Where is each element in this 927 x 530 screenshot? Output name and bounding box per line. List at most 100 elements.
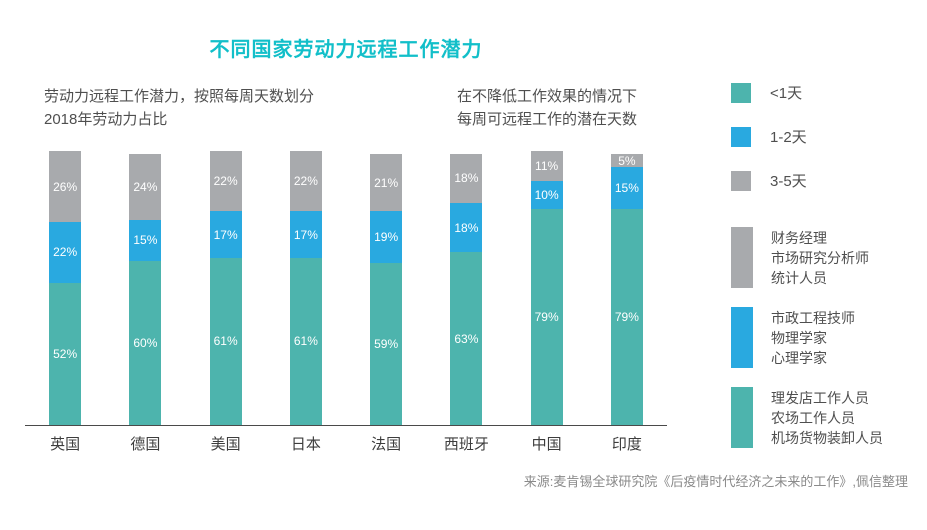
bar-column: 5% 15% 79% (587, 151, 667, 425)
stacked-bar: 21% 19% 59% (370, 153, 403, 425)
segment-value-label: 22% (293, 174, 318, 189)
right-axis-subtitle: 在不降低工作效果的情况下 每周可远程工作的潜在天数 (457, 85, 637, 131)
occupation-line: 物理学家 (771, 329, 827, 346)
chart-title: 不同国家劳动力远程工作潜力 (209, 39, 483, 61)
bar-segment: 24% (129, 153, 162, 220)
occupation-legend-lines: 理发店工作人员 农场工作人员机场货物装卸人员 (771, 388, 883, 448)
segment-value-label: 24% (133, 179, 158, 194)
stacked-bar: 5% 15% 79% (610, 153, 643, 425)
legend-label: 1-2天 (770, 129, 807, 146)
segment-value-label: 61% (293, 334, 318, 349)
segment-value-label: 15% (133, 233, 158, 248)
bar-segment: 79% (610, 208, 643, 425)
right-subtitle-line2: 每周可远程工作的潜在天数 (457, 111, 638, 128)
legend-days-per-week: <1天 1-2天 3-5天 (731, 82, 807, 214)
segment-value-label: 5% (618, 153, 636, 168)
occupation-legend-swatch (731, 387, 753, 448)
segment-value-label: 18% (454, 220, 479, 235)
segment-value-label: 22% (213, 174, 238, 189)
legend-swatch (731, 82, 751, 103)
segment-value-label: 10% (534, 187, 559, 202)
occupation-line: 机场货物装卸人员 (771, 429, 883, 446)
legend-swatch (731, 126, 751, 147)
segment-value-label: 59% (374, 337, 399, 352)
occupation-line: 统计人员 (771, 269, 827, 286)
stacked-bar: 24% 15% 60% (129, 153, 162, 425)
segment-value-label: 18% (454, 171, 479, 186)
occupation-line: 财务经理 (771, 229, 827, 246)
legend-swatch (731, 170, 751, 191)
occupation-legend-swatch (731, 307, 753, 368)
segment-value-label: 60% (133, 335, 158, 350)
occupation-legend-item: 理发店工作人员 农场工作人员机场货物装卸人员 (731, 387, 883, 448)
bar-segment: 60% (129, 260, 162, 425)
bar-segment: 17% (289, 211, 322, 258)
bar-column: 26% 22% 52% (25, 151, 105, 425)
occupation-line: 理发店工作人员 (771, 389, 869, 406)
x-axis-category-labels: 英国 德国 美国 日本 法国 西班牙 中国 印度 (25, 433, 667, 454)
bar-segment: 11% (530, 151, 563, 182)
bar-segment: 5% (610, 153, 643, 168)
occupation-legend-item: 市政工程技师 物理学家 心理学家 (731, 307, 883, 368)
bar-segment: 61% (209, 257, 242, 425)
bar-segment: 61% (289, 257, 322, 425)
bar-segment: 22% (49, 222, 82, 283)
occupation-line: 市政工程技师 (771, 309, 855, 326)
bar-column: 21% 19% 59% (346, 151, 426, 425)
legend-item: 3-5天 (731, 170, 807, 191)
bar-segment: 22% (209, 151, 242, 212)
bar-column: 18% 18% 63% (426, 151, 506, 425)
bar-column: 11% 10% 79% (507, 151, 587, 425)
segment-value-label: 26% (53, 179, 78, 194)
bar-segment: 52% (49, 282, 82, 425)
bar-segment: 18% (450, 153, 483, 204)
right-subtitle-line1: 在不降低工作效果的情况下 (457, 88, 638, 105)
category-label: 德国 (130, 436, 161, 453)
stacked-bar: 18% 18% 63% (450, 153, 483, 425)
bar-segment: 15% (129, 219, 162, 261)
bar-segment: 17% (209, 211, 242, 258)
source-note: 来源:麦肯锡全球研究院《后疫情时代经济之未来的工作》,佩信整理 (523, 474, 908, 489)
segment-value-label: 19% (374, 230, 399, 245)
bar-column: 22% 17% 61% (266, 151, 346, 425)
stacked-bar: 11% 10% 79% (530, 151, 563, 425)
occupation-line: 农场工作人员 (771, 409, 855, 426)
bar-segment: 15% (610, 167, 643, 209)
legend-label: <1天 (770, 85, 803, 102)
bar-segment: 19% (370, 211, 403, 264)
bar-segment: 59% (370, 263, 403, 425)
occupation-legend-lines: 市政工程技师 物理学家 心理学家 (771, 308, 855, 368)
segment-value-label: 52% (53, 346, 78, 361)
bar-segment: 18% (450, 203, 483, 253)
segment-value-label: 21% (374, 175, 399, 190)
legend-label: 3-5天 (770, 173, 807, 190)
category-label: 美国 (210, 436, 241, 453)
stacked-bar-chart: 26% 22% 52% 24% 15% 60% 22% 17% 61% 22% 17% 61% 21% 1… (25, 151, 667, 426)
segment-value-label: 79% (534, 309, 559, 324)
category-label: 印度 (611, 436, 642, 453)
segment-value-label: 61% (213, 334, 238, 349)
left-subtitle-line2: 2018年劳动力占比 (44, 111, 168, 128)
stacked-bar: 26% 22% 52% (49, 151, 82, 425)
stacked-bar: 22% 17% 61% (289, 151, 322, 425)
legend-item: 1-2天 (731, 126, 807, 147)
bar-segment: 63% (450, 252, 483, 425)
legend-occupation-examples: 财务经理 市场研究分析师 统计人员 市政工程技师 物理学家 心理学家 理发店工作人员 农场工作… (731, 227, 883, 467)
segment-value-label: 15% (614, 181, 639, 195)
category-label: 法国 (371, 436, 402, 453)
segment-value-label: 17% (213, 227, 238, 242)
category-label: 中国 (531, 436, 562, 453)
occupation-legend-lines: 财务经理市场研究分析师 统计人员 (771, 228, 869, 288)
left-subtitle-line1: 劳动力远程工作潜力，按照每周天数划分 (44, 88, 315, 105)
bar-column: 24% 15% 60% (105, 151, 185, 425)
occupation-legend-swatch (731, 227, 753, 288)
category-label: 西班牙 (443, 436, 489, 453)
legend-item: <1天 (731, 82, 807, 103)
bar-segment: 21% (370, 153, 403, 212)
occupation-line: 市场研究分析师 (771, 249, 869, 266)
segment-value-label: 63% (454, 331, 479, 346)
segment-value-label: 17% (293, 227, 318, 242)
bar-column: 22% 17% 61% (186, 151, 266, 425)
segment-value-label: 11% (535, 159, 559, 174)
